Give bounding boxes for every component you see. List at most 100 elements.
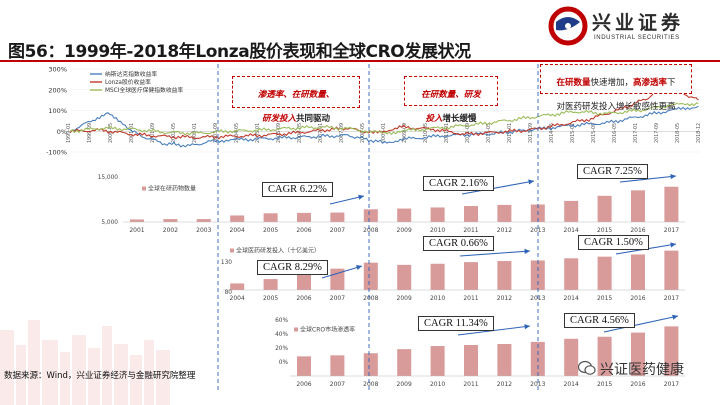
line-x-tick: 2001-01 xyxy=(129,123,135,143)
bar xyxy=(597,336,612,376)
skyline-building xyxy=(0,330,14,405)
title-divider xyxy=(0,60,720,62)
line-series-2 xyxy=(69,102,699,136)
bar xyxy=(631,190,645,222)
bar xyxy=(497,343,512,376)
bar xyxy=(263,213,278,222)
bar-y-tick: 60% xyxy=(275,318,288,324)
cagr-label: CAGR 11.34% xyxy=(418,316,494,331)
cagr-arrow xyxy=(619,175,677,183)
line-x-tick: 2011-01 xyxy=(444,123,450,143)
bar-y-tick: 130 xyxy=(221,260,232,266)
cagr-label: CAGR 7.25% xyxy=(577,164,648,179)
line-x-tick: 2015-01 xyxy=(570,123,576,143)
bar-x-tick: 2006 xyxy=(296,295,311,302)
line-x-tick: 2018-12 xyxy=(696,123,702,143)
cagr-arrow-head xyxy=(670,242,676,248)
line-x-tick: 2003-09 xyxy=(213,123,219,143)
bar-y-tick: 80 xyxy=(225,290,233,296)
bar-x-tick: 2016 xyxy=(630,227,645,234)
phase1-line2-red: 研发投入 xyxy=(261,114,296,124)
bar-x-tick: 2010 xyxy=(430,227,445,234)
line-y-tick: 200% xyxy=(48,86,67,94)
bar xyxy=(430,263,445,290)
bar xyxy=(397,349,412,376)
brand-logo: 兴业证券 INDUSTRIAL SECURITIES xyxy=(548,6,718,50)
bar-x-tick: 2003 xyxy=(196,227,211,234)
bar-x-tick: 2017 xyxy=(664,381,679,388)
watermark-text: 兴证医药健康 xyxy=(600,362,684,378)
bar xyxy=(631,332,645,376)
cagr-label: CAGR 6.22% xyxy=(262,182,333,197)
bar-legend-label: 全球CRO市场渗透率 xyxy=(300,326,355,334)
cagr-arrow-head xyxy=(524,248,530,254)
line-x-tick: 2018-05 xyxy=(675,123,681,143)
bar-y-tick: 15,000 xyxy=(98,175,119,181)
phase1-annotation: 渗透率、在研数量、 研发投入共同驱动 xyxy=(232,76,360,124)
cagr-label: CAGR 4.56% xyxy=(564,313,635,328)
phase2-line2-red: 投入 xyxy=(425,114,443,124)
bar-x-tick: 2015 xyxy=(597,381,612,388)
bar-y-tick: 40% xyxy=(275,332,288,338)
bar-x-tick: 2005 xyxy=(263,227,278,234)
phase1-line1: 渗透率、在研数量、 xyxy=(257,90,335,100)
line-x-tick: 2013-09 xyxy=(528,123,534,143)
bar xyxy=(397,264,412,290)
phase2-annotation: 在研数量、研发 投入增长缓慢 xyxy=(404,76,498,124)
bar xyxy=(263,279,278,290)
bar-x-tick: 2016 xyxy=(630,295,645,302)
page-title: 图56：1999年-2018年Lonza股价表现和全球CRO发展状况 xyxy=(8,42,471,62)
bar-x-tick: 2011 xyxy=(463,227,478,234)
bar-x-tick: 2014 xyxy=(564,295,579,302)
bar-x-tick: 2016 xyxy=(630,381,645,388)
bar-x-tick: 2015 xyxy=(597,295,612,302)
bar-x-tick: 2008 xyxy=(363,227,378,234)
phase1-line2-black: 共同驱动 xyxy=(296,114,331,124)
bar-y-tick: 20% xyxy=(275,346,288,352)
bar-legend-label: 全球医药研发投入（十亿美元） xyxy=(236,247,320,255)
cagr-arrow xyxy=(321,265,363,279)
bar xyxy=(363,209,378,222)
bar xyxy=(564,338,579,376)
bar-x-tick: 2014 xyxy=(564,381,579,388)
skyline-building xyxy=(156,350,170,405)
bar xyxy=(497,204,512,222)
bar-x-tick: 2008 xyxy=(363,381,378,388)
bar-legend-swatch xyxy=(294,327,298,332)
bar-x-tick: 2017 xyxy=(664,227,679,234)
line-x-tick: 2005-09 xyxy=(276,123,282,143)
bar-x-tick: 2017 xyxy=(664,295,679,302)
line-y-tick: 0% xyxy=(57,128,67,136)
skyline-building xyxy=(102,326,112,405)
cagr-arrow xyxy=(457,325,531,336)
cagr-label: CAGR 1.50% xyxy=(578,235,649,250)
bar xyxy=(163,219,178,222)
bar-x-tick: 2001 xyxy=(129,227,144,234)
bar-x-tick: 2015 xyxy=(597,227,612,234)
bar xyxy=(297,356,311,376)
cagr-arrow-head xyxy=(356,265,362,271)
line-y-tick: -100% xyxy=(46,149,67,157)
bar xyxy=(363,353,378,376)
cagr-label: CAGR 0.66% xyxy=(423,236,494,251)
line-x-tick: 2007-09 xyxy=(339,123,345,143)
skyline-decoration xyxy=(0,320,170,405)
line-x-tick: 2009-09 xyxy=(402,123,408,143)
bar-x-tick: 2011 xyxy=(463,295,478,302)
bar xyxy=(597,256,612,290)
phase3-annotation: 在研数量快速增加，高渗透率下 对医药研发投入增长敏感性更高 xyxy=(540,64,692,112)
bar xyxy=(430,207,445,222)
phase3-black-b: 快速增加， xyxy=(590,78,633,88)
cagr-label: CAGR 8.29% xyxy=(257,260,328,275)
bar xyxy=(196,219,211,222)
bar-x-tick: 2012 xyxy=(497,381,512,388)
bar xyxy=(430,346,445,376)
bar xyxy=(564,258,579,290)
bar xyxy=(564,200,579,222)
bar-x-tick: 2005 xyxy=(263,295,278,302)
bar-legend-swatch xyxy=(142,186,146,191)
cagr-arrow xyxy=(461,180,535,195)
bar xyxy=(664,326,679,376)
brand-name: 兴业证券 xyxy=(592,12,685,34)
